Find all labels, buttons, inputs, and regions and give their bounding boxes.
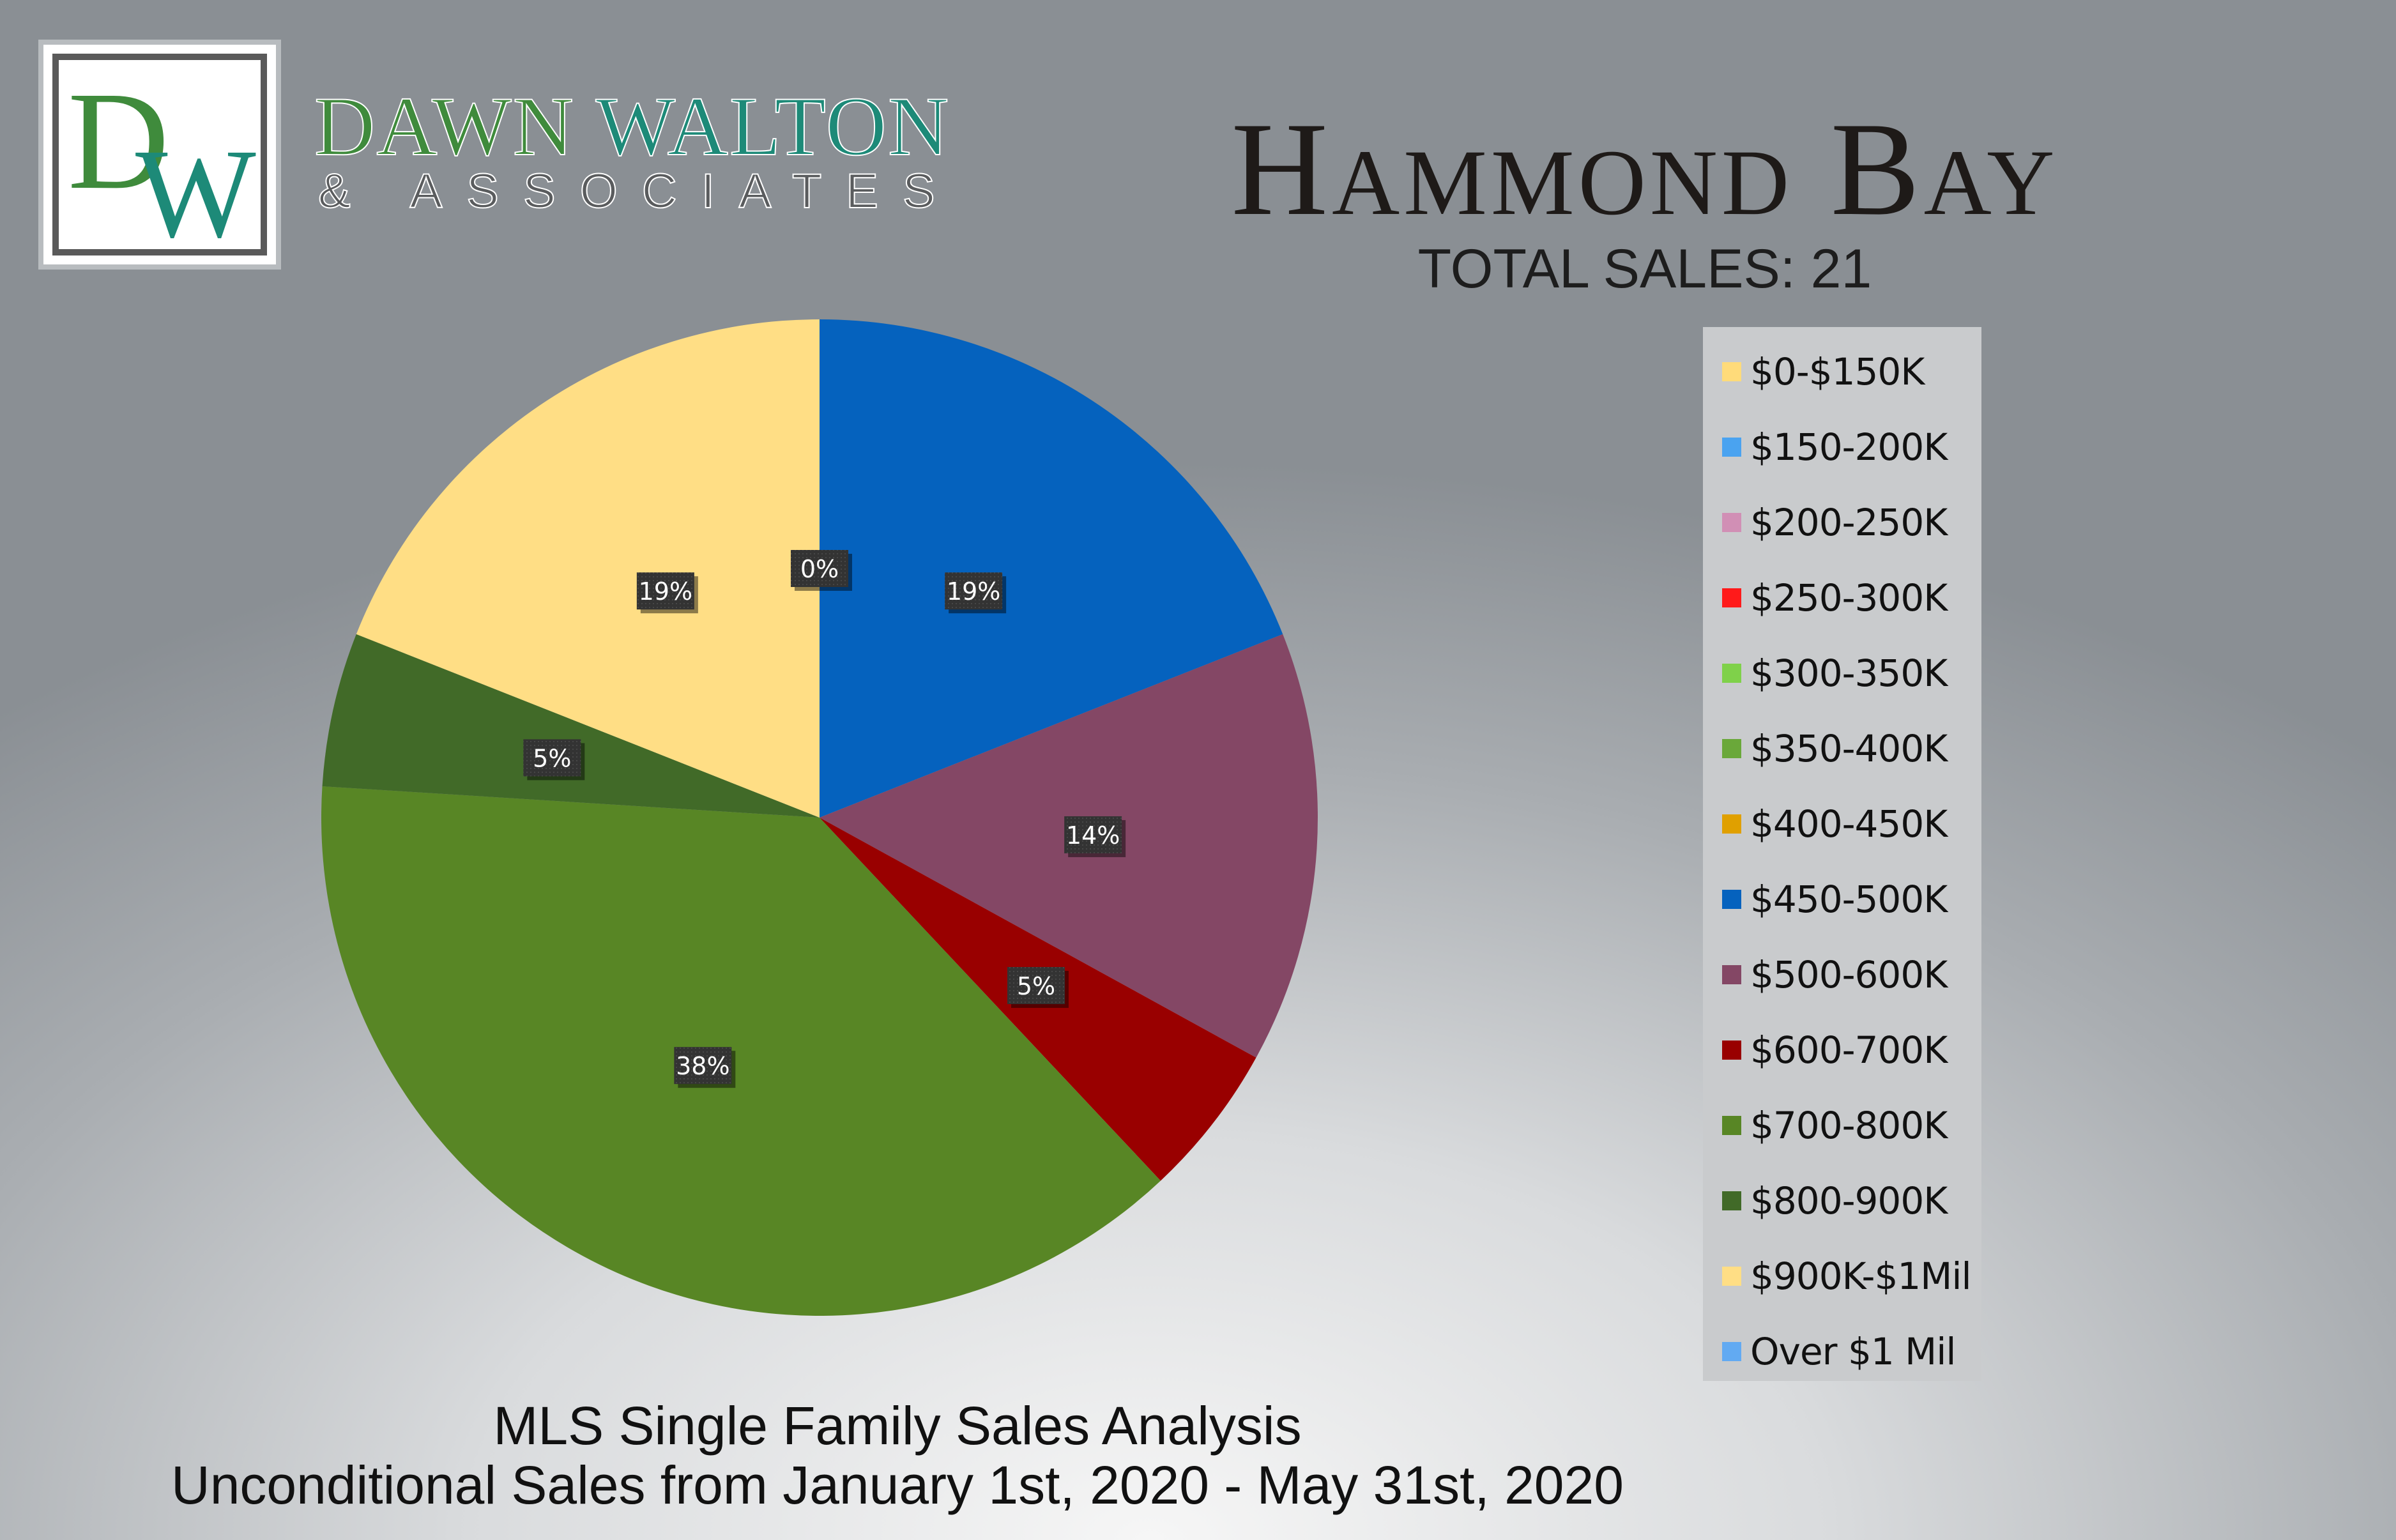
pie-data-label: 14% [1064, 816, 1126, 857]
legend-swatch [1722, 664, 1741, 683]
legend-swatch [1722, 588, 1741, 607]
footer-date-range: Unconditional Sales from January 1st, 20… [171, 1455, 1624, 1515]
brand-name-first: DAWN [314, 79, 575, 173]
pie-data-label-box [945, 572, 1003, 610]
legend-label: $200-250K [1750, 501, 1948, 544]
legend-swatch [1722, 1267, 1741, 1286]
legend-item-800-900k: $800-900K [1722, 1169, 1948, 1233]
pie-data-label-text: 0% [800, 555, 839, 583]
pie-data-label-box [791, 550, 848, 587]
legend-swatch [1722, 814, 1741, 834]
pie-data-label: 5% [1007, 966, 1069, 1008]
legend-item-150-200k: $150-200K [1722, 415, 1948, 479]
total-sales: TOTAL SALES: 21 [1417, 238, 1872, 300]
legend-label: $150-200K [1750, 425, 1948, 469]
logo-frame: D W [52, 54, 267, 264]
pie-data-label-box [523, 739, 581, 777]
legend-swatch [1722, 1191, 1741, 1210]
pie-data-label-text: 14% [1066, 821, 1120, 850]
logo: D W [38, 40, 281, 270]
legend-item-250-300k: $250-300K [1722, 566, 1948, 630]
pie-slice-800-900k [322, 634, 820, 818]
pie-data-label: 19% [945, 572, 1007, 614]
legend-item-over-1-mil: Over $1 Mil [1722, 1320, 1956, 1384]
legend-swatch [1722, 890, 1741, 909]
legend-item-400-450k: $400-450K [1722, 792, 1948, 856]
legend-label: $500-600K [1750, 953, 1948, 996]
legend-label: $900K-$1Mil [1750, 1254, 1972, 1298]
pie-data-label-text: 38% [676, 1052, 729, 1080]
pie-data-label-text: 5% [1017, 972, 1055, 1000]
legend-label: $600-700K [1750, 1028, 1948, 1072]
brand-subtitle: & ASSOCIATES [317, 164, 959, 218]
pie-slices [321, 319, 1318, 1316]
legend-swatch [1722, 1041, 1741, 1060]
pie-slice-450-500k [820, 319, 1283, 818]
legend-item-600-700k: $600-700K [1722, 1018, 1948, 1082]
pie-data-labels: 0% 19% 14% 5% 38% 5% 19% [523, 550, 1126, 1088]
pie-data-label-box [1007, 966, 1065, 1004]
legend-swatch [1722, 1116, 1741, 1135]
pie-data-label-box [636, 572, 694, 610]
brand-name: DAWN WALTON [314, 84, 950, 169]
legend-swatch [1722, 513, 1741, 532]
legend-item-500-600k: $500-600K [1722, 943, 1948, 1007]
legend: $0-$150K $150-200K $200-250K $250-300K $300-… [1703, 327, 1981, 1381]
legend-label: $350-400K [1750, 727, 1948, 770]
legend-label: $400-450K [1750, 802, 1948, 846]
pie-data-label-text: 5% [533, 744, 571, 772]
legend-item-200-250k: $200-250K [1722, 491, 1948, 554]
brand-name-last: WALTON [595, 79, 950, 173]
legend-item-350-400k: $350-400K [1722, 717, 1948, 781]
legend-item-450-500k: $450-500K [1722, 867, 1948, 931]
pie-data-label: 0% [791, 550, 852, 591]
pie-data-label-box [674, 1047, 732, 1085]
page-title: Hammond Bay [1231, 95, 2059, 243]
legend-label: $700-800K [1750, 1104, 1948, 1147]
footer-subtitle: MLS Single Family Sales Analysis [493, 1396, 1302, 1456]
pie-slice-900k-1mil [356, 319, 820, 818]
legend-item-700-800k: $700-800K [1722, 1094, 1948, 1157]
pie-data-label: 38% [674, 1047, 736, 1088]
pie-chart: 0% 19% 14% 5% 38% 5% 19% [321, 319, 1318, 1316]
legend-item-0-150k: $0-$150K [1722, 340, 1925, 404]
pie-data-label-box [1064, 816, 1122, 853]
legend-swatch [1722, 965, 1741, 984]
legend-label: Over $1 Mil [1750, 1330, 1956, 1373]
pie-data-label-text: 19% [639, 577, 692, 606]
logo-letter-d: D [68, 63, 169, 218]
legend-item-900k-1mil: $900K-$1Mil [1722, 1244, 1972, 1308]
logo-letter-w: W [135, 123, 256, 252]
legend-swatch [1722, 438, 1741, 457]
pie-slice-700-800k [321, 786, 1161, 1316]
legend-label: $300-350K [1750, 652, 1948, 695]
legend-label: $0-$150K [1750, 350, 1925, 393]
legend-swatch [1722, 1342, 1741, 1361]
legend-swatch [1722, 739, 1741, 758]
pie-data-label: 5% [523, 739, 585, 781]
legend-item-300-350k: $300-350K [1722, 641, 1948, 705]
legend-label: $450-500K [1750, 878, 1948, 921]
pie-data-label: 19% [636, 572, 698, 614]
legend-label: $250-300K [1750, 576, 1948, 620]
pie-data-label-text: 19% [947, 577, 1000, 606]
legend-label: $800-900K [1750, 1179, 1948, 1223]
logo-monogram: D W [68, 63, 256, 264]
legend-swatch [1722, 362, 1741, 381]
